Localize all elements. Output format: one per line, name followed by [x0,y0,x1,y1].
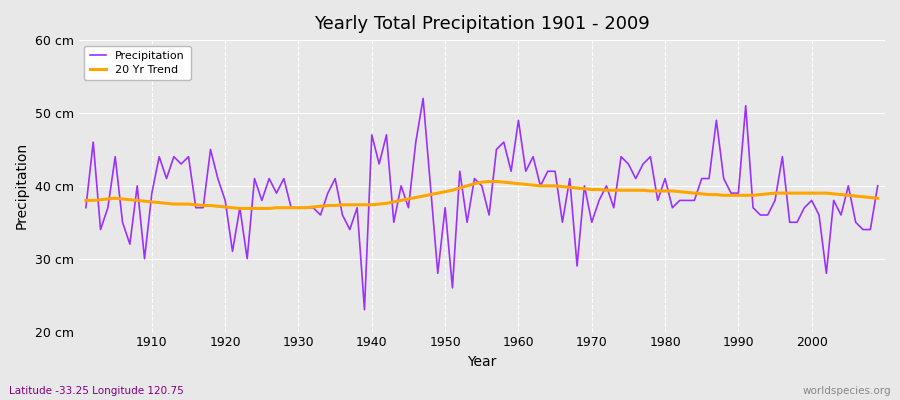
Precipitation [872,184,883,188]
20 Yr Trend [352,202,363,207]
Text: worldspecies.org: worldspecies.org [803,386,891,396]
Legend: Precipitation, 20 Yr Trend: Precipitation, 20 Yr Trend [84,46,191,80]
Precipitation [359,307,370,312]
X-axis label: Year: Year [467,355,497,369]
Precipitation [616,154,626,159]
20 Yr Trend [308,204,319,209]
Text: Latitude -33.25 Longitude 120.75: Latitude -33.25 Longitude 120.75 [9,386,184,396]
20 Yr Trend [527,183,538,188]
20 Yr Trend [483,179,494,184]
Line: Precipitation: Precipitation [86,98,878,310]
20 Yr Trend [872,196,883,201]
Line: 20 Yr Trend: 20 Yr Trend [86,182,878,208]
20 Yr Trend [616,188,626,193]
Precipitation [140,256,150,261]
20 Yr Trend [520,182,531,187]
20 Yr Trend [234,206,245,211]
20 Yr Trend [80,198,91,203]
20 Yr Trend [140,199,150,204]
Precipitation [520,169,531,174]
Y-axis label: Precipitation: Precipitation [15,142,29,230]
Precipitation [301,205,311,210]
Precipitation [418,96,428,101]
Precipitation [80,205,91,210]
Precipitation [345,227,356,232]
Title: Yearly Total Precipitation 1901 - 2009: Yearly Total Precipitation 1901 - 2009 [314,15,650,33]
Precipitation [527,154,538,159]
